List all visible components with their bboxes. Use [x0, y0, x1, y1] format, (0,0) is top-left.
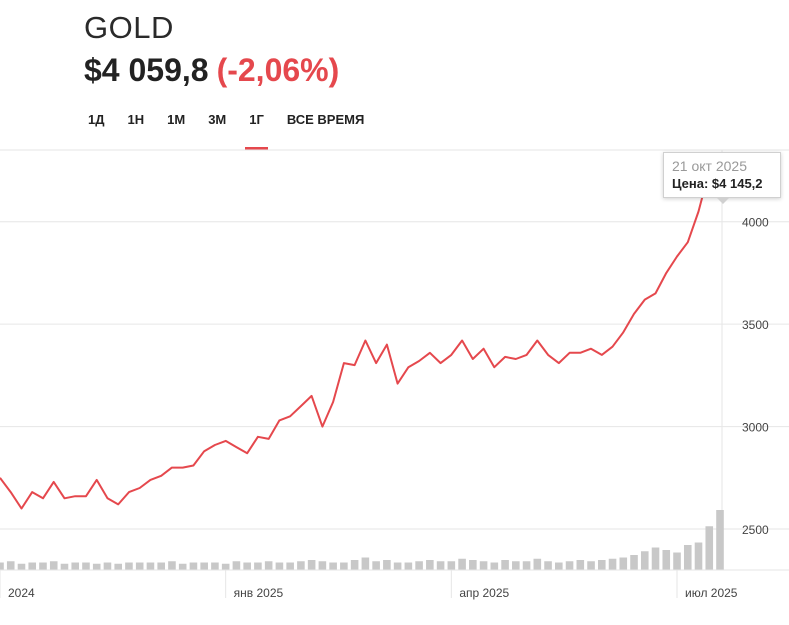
volume-bar: [673, 552, 681, 570]
volume-bar: [426, 560, 434, 570]
volume-bar: [640, 551, 649, 570]
volume-bar: [716, 510, 724, 570]
volume-bar: [318, 561, 327, 570]
tab-1d[interactable]: 1Д: [88, 112, 105, 127]
volume-bar: [555, 562, 563, 570]
volume-bar: [157, 562, 165, 570]
x-tick-label: июл 2025: [685, 586, 738, 600]
volume-bar: [393, 562, 402, 570]
volume-bar: [60, 563, 69, 570]
price-tooltip: 21 окт 2025 Цена: $4 145,2: [663, 152, 781, 204]
volume-layer: [0, 510, 724, 570]
volume-bar: [436, 561, 445, 570]
volume-bar: [168, 561, 176, 570]
volume-bar: [39, 562, 47, 570]
y-tick-label: 3500: [742, 318, 769, 332]
volume-bar: [372, 561, 380, 570]
x-tick-label: апр 2025: [459, 586, 509, 600]
price-row: $4 059,8 (-2,06%): [84, 52, 339, 89]
y-axis-layer: 2500 3000 3500 4000: [742, 216, 769, 537]
volume-bar: [501, 560, 509, 570]
x-tick-label: янв 2025: [234, 586, 284, 600]
current-price: $4 059,8: [84, 52, 209, 88]
volume-bar: [350, 560, 359, 570]
volume-bar: [694, 542, 703, 570]
volume-bar: [232, 561, 241, 570]
line-layer: [0, 169, 721, 510]
volume-bar: [705, 526, 714, 570]
x-tick-label: 2024: [8, 586, 35, 600]
volume-bar: [662, 550, 671, 570]
tab-1m[interactable]: 1М: [167, 112, 186, 127]
volume-bar: [254, 562, 262, 570]
volume-bar: [297, 561, 305, 570]
volume-bar: [200, 562, 208, 570]
volume-bar: [576, 560, 585, 570]
volume-bar: [340, 562, 348, 570]
volume-bar: [103, 562, 112, 570]
volume-bar: [135, 562, 144, 570]
volume-bar: [404, 562, 413, 570]
volume-bar: [125, 562, 133, 570]
volume-bar: [92, 563, 101, 570]
volume-bar: [469, 560, 477, 570]
volume-bar: [383, 560, 391, 570]
volume-bar: [447, 561, 456, 570]
volume-bar: [17, 563, 26, 570]
tab-1w[interactable]: 1Н: [127, 112, 145, 127]
volume-bar: [522, 561, 531, 570]
y-tick-label: 4000: [742, 216, 769, 230]
tab-all-time[interactable]: ВСЕ ВРЕМЯ: [286, 112, 365, 127]
volume-bar: [275, 562, 284, 570]
volume-bar: [146, 562, 155, 570]
volume-bar: [243, 562, 251, 570]
volume-bar: [178, 563, 187, 570]
volume-bar: [490, 562, 499, 570]
volume-bar: [651, 547, 660, 570]
volume-bar: [307, 560, 316, 570]
instrument-title: GOLD: [84, 10, 174, 45]
volume-bar: [211, 562, 219, 570]
volume-bar: [619, 557, 628, 570]
volume-bar: [82, 562, 90, 570]
volume-bar: [565, 561, 574, 570]
volume-bar: [608, 558, 617, 570]
volume-bar: [189, 562, 198, 570]
volume-bar: [0, 562, 4, 570]
volume-bar: [6, 561, 15, 570]
volume-bar: [415, 561, 423, 570]
tooltip-date: 21 окт 2025: [672, 158, 747, 174]
y-tick-label: 2500: [742, 523, 769, 537]
volume-bar: [221, 563, 230, 570]
volume-bar: [264, 561, 273, 570]
x-axis-layer: 2024 янв 2025 апр 2025 июл 2025: [0, 569, 789, 600]
volume-bar: [587, 561, 595, 570]
volume-bar: [630, 555, 638, 570]
volume-bar: [597, 560, 606, 570]
volume-bar: [329, 562, 337, 570]
volume-bar: [28, 562, 37, 570]
volume-bar: [544, 561, 552, 570]
volume-bar: [458, 558, 466, 570]
volume-bar: [286, 562, 294, 570]
volume-bar: [361, 557, 370, 570]
price-change: (-2,06%): [216, 52, 340, 88]
grid-layer: [0, 149, 789, 570]
volume-bar: [114, 563, 123, 570]
period-tabs: 1Д 1Н 1М 3М 1Г ВСЕ ВРЕМЯ: [78, 104, 377, 150]
volume-bar: [479, 561, 488, 570]
volume-bar: [512, 561, 520, 570]
volume-bar: [683, 545, 692, 570]
tab-3m[interactable]: 3М: [208, 112, 227, 127]
price-series-line: [0, 169, 721, 510]
volume-bar: [49, 561, 58, 570]
volume-bar: [533, 558, 542, 570]
tab-1y[interactable]: 1Г: [239, 104, 274, 150]
volume-bar: [71, 562, 80, 570]
tooltip-price: Цена: $4 145,2: [672, 176, 763, 191]
y-tick-label: 3000: [742, 421, 769, 435]
